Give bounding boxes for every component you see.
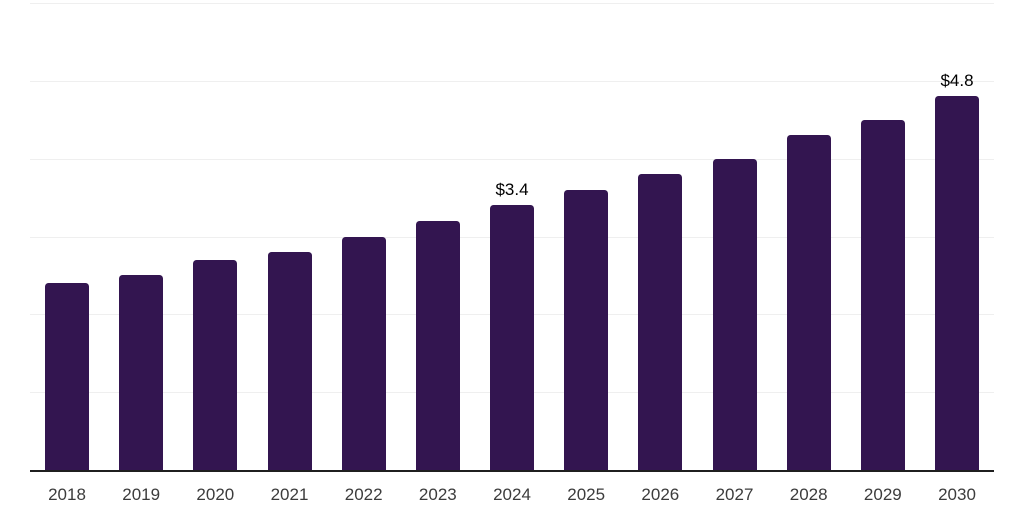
bar — [638, 174, 682, 470]
x-axis-tick-label: 2029 — [863, 485, 902, 504]
x-axis-tick-label: 2025 — [567, 485, 606, 504]
bar — [861, 120, 905, 470]
gridline — [30, 3, 994, 4]
bar — [416, 221, 460, 470]
gridline — [30, 159, 994, 160]
x-axis-tick-label: 2027 — [715, 485, 754, 504]
bar — [268, 252, 312, 470]
x-axis-line — [30, 470, 994, 472]
bar-data-label: $3.4 — [495, 180, 529, 199]
bar — [342, 237, 386, 470]
gridline — [30, 81, 994, 82]
x-axis-tick-label: 2019 — [122, 485, 161, 504]
bar — [713, 159, 757, 470]
x-axis-tick-label: 2024 — [493, 485, 531, 504]
x-axis-tick-label: 2022 — [344, 485, 383, 504]
x-axis-tick-label: 2030 — [938, 485, 976, 504]
bar — [787, 135, 831, 470]
x-axis-tick-label: 2021 — [270, 485, 309, 504]
bar — [935, 96, 979, 470]
bar — [45, 283, 89, 470]
bar-data-label: $4.8 — [940, 71, 974, 90]
bar — [119, 275, 163, 470]
x-axis-tick-label: 2023 — [418, 485, 457, 504]
x-axis-tick-label: 2026 — [641, 485, 680, 504]
bar — [193, 260, 237, 470]
x-axis-tick-label: 2028 — [789, 485, 828, 504]
bar — [564, 190, 608, 470]
x-axis-tick-label: 2020 — [196, 485, 235, 504]
bar — [490, 205, 534, 470]
x-axis-tick-label: 2018 — [48, 485, 86, 504]
